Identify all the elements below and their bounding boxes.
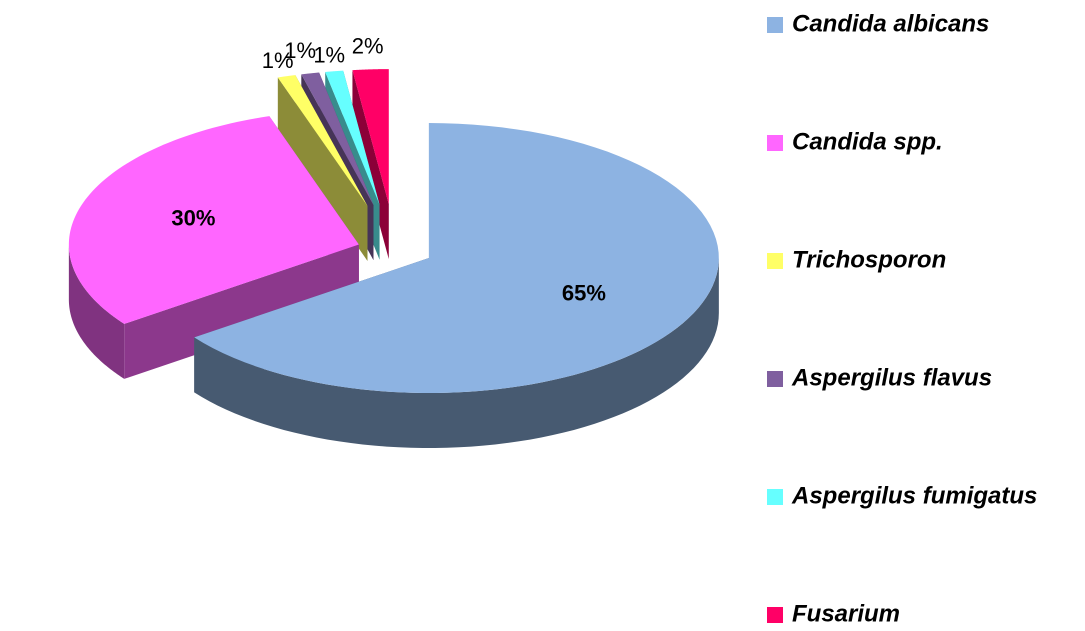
data-label: 2% <box>352 34 384 59</box>
data-label: 1% <box>262 48 294 73</box>
legend-label: Trichosporon <box>792 246 946 273</box>
data-label: 65% <box>562 281 606 306</box>
pie-slice <box>194 123 719 449</box>
legend-label: Candida spp. <box>792 128 943 155</box>
data-label: 1% <box>313 42 345 67</box>
pie-slice <box>68 116 359 379</box>
legend-swatch <box>767 489 783 505</box>
slice-top <box>325 70 380 205</box>
pie-slice <box>352 69 389 260</box>
legend-label: Aspergilus fumigatus <box>791 482 1037 509</box>
slice-top <box>194 123 719 393</box>
slice-wall <box>194 258 719 449</box>
slice-top <box>68 116 359 324</box>
legend-swatch <box>767 371 783 387</box>
legend-label: Candida albicans <box>792 10 989 37</box>
slice-top <box>352 69 389 205</box>
pie-slice <box>277 75 368 261</box>
slice-top <box>277 75 368 206</box>
slice-wall <box>68 244 125 379</box>
slice-side <box>352 70 389 260</box>
legend-swatch <box>767 17 783 33</box>
legend-label: Aspergilus flavus <box>791 364 992 391</box>
legend-swatch <box>767 607 783 623</box>
slice-side <box>124 244 359 379</box>
legend-swatch <box>767 253 783 269</box>
slice-top <box>301 72 374 206</box>
data-label: 30% <box>171 205 215 230</box>
legend-swatch <box>767 135 783 151</box>
legend-label: Fusarium <box>792 600 900 627</box>
data-label: 1% <box>284 38 316 63</box>
